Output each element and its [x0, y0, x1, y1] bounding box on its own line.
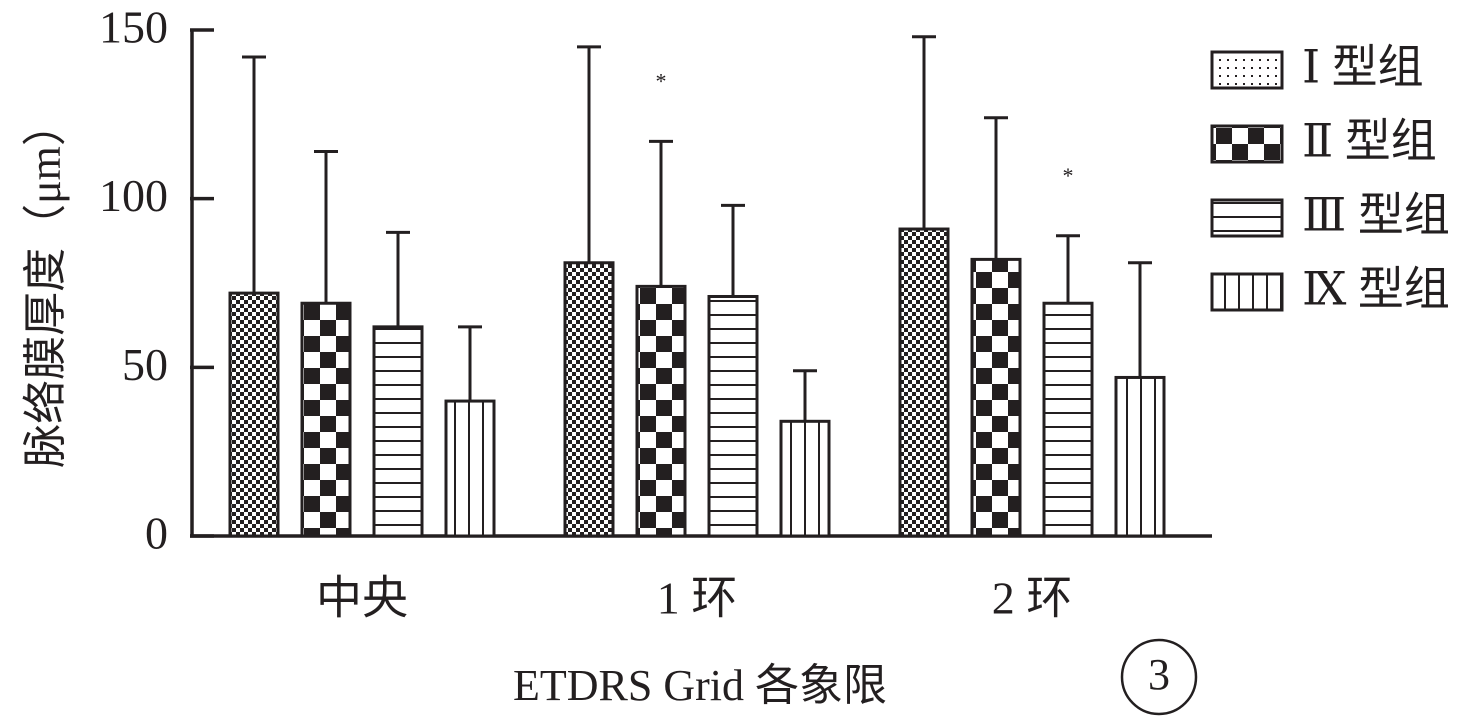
legend-label: Ⅱ 型组 — [1302, 116, 1437, 167]
bar — [372, 325, 424, 538]
x-category-label: 2 环 — [992, 573, 1073, 624]
x-category-label: 中央 — [316, 573, 408, 624]
legend-swatch — [1210, 272, 1284, 312]
bar — [898, 227, 950, 538]
y-tick-label: 150 — [99, 2, 168, 53]
bar — [635, 284, 687, 538]
significance-marks: ** — [656, 68, 1074, 187]
legend: Ⅰ 型组 Ⅱ 型组 Ⅲ 型组 Ⅸ 型组 — [1210, 42, 1450, 315]
y-tick-label: 50 — [122, 339, 168, 390]
panel-label: 3 — [1120, 638, 1198, 716]
panel-label-text: 3 — [1148, 650, 1170, 699]
legend-swatch — [1210, 124, 1284, 164]
bar — [707, 294, 759, 538]
bar — [563, 261, 615, 538]
legend-swatch — [1210, 50, 1284, 90]
significance-asterisk: * — [656, 68, 667, 93]
legend-label: Ⅲ 型组 — [1302, 190, 1450, 241]
bars — [228, 227, 1166, 538]
x-axis-title: ETDRS Grid 各象限 — [513, 661, 887, 710]
error-bars — [242, 35, 1152, 422]
bar — [1114, 375, 1166, 538]
y-tick-label: 0 — [145, 508, 168, 559]
bar — [444, 399, 496, 538]
bar — [300, 301, 352, 538]
y-tick-label: 100 — [99, 170, 168, 221]
bar — [228, 291, 280, 538]
x-category-label: 1 环 — [657, 573, 738, 624]
y-axis-title: 脉络膜厚度（μm） — [21, 102, 70, 468]
x-axis: 中央 1 环 2 环 — [190, 534, 1212, 624]
bar — [779, 419, 831, 538]
bar — [970, 257, 1022, 538]
panel-label-circle — [1120, 638, 1198, 716]
y-axis: 0 50 100 150 — [99, 2, 214, 559]
legend-label: Ⅰ 型组 — [1302, 42, 1424, 93]
legend-swatch — [1210, 198, 1284, 238]
legend-label: Ⅸ 型组 — [1302, 264, 1450, 315]
bar — [1042, 301, 1094, 538]
significance-asterisk: * — [1063, 163, 1074, 188]
